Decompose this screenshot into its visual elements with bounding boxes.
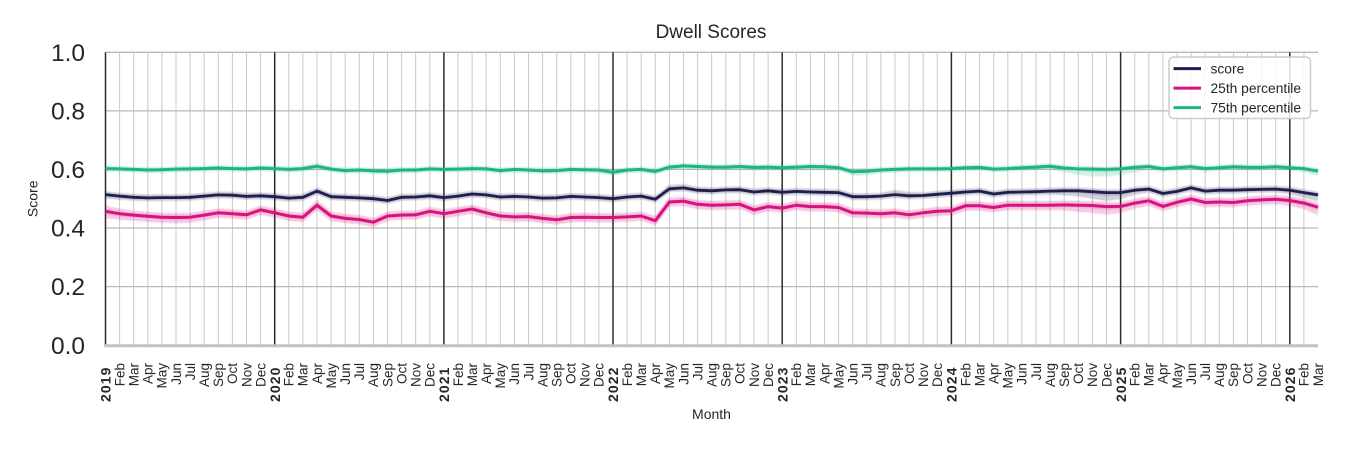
- svg-text:May: May: [831, 363, 846, 389]
- svg-text:Apr: Apr: [479, 363, 494, 385]
- svg-text:Jul: Jul: [183, 363, 198, 380]
- svg-text:Jun: Jun: [676, 363, 691, 385]
- svg-text:2024: 2024: [944, 367, 960, 403]
- svg-text:Feb: Feb: [789, 363, 804, 386]
- svg-text:Nov: Nov: [1254, 363, 1269, 387]
- svg-text:Mar: Mar: [465, 362, 480, 386]
- svg-text:Nov: Nov: [916, 363, 931, 387]
- svg-text:Dec: Dec: [423, 363, 438, 387]
- svg-text:May: May: [155, 363, 170, 389]
- svg-text:Feb: Feb: [1297, 363, 1312, 386]
- svg-text:Nov: Nov: [578, 363, 593, 387]
- svg-text:May: May: [493, 363, 508, 389]
- svg-text:Nov: Nov: [239, 363, 254, 387]
- svg-text:Apr: Apr: [817, 363, 832, 385]
- svg-text:Apr: Apr: [141, 363, 156, 385]
- svg-text:Dec: Dec: [761, 363, 776, 387]
- svg-text:Oct: Oct: [1071, 363, 1086, 384]
- svg-text:Apr: Apr: [310, 363, 325, 385]
- svg-text:Dec: Dec: [1269, 363, 1284, 387]
- svg-text:2020: 2020: [267, 367, 283, 403]
- svg-text:Jun: Jun: [1015, 363, 1030, 385]
- svg-text:Feb: Feb: [112, 363, 127, 386]
- svg-text:0.2: 0.2: [51, 274, 85, 301]
- svg-text:Score: Score: [25, 180, 41, 217]
- svg-text:Mar: Mar: [296, 362, 311, 386]
- svg-text:Mar: Mar: [634, 362, 649, 386]
- svg-text:Feb: Feb: [620, 363, 635, 386]
- svg-text:Aug: Aug: [874, 363, 889, 387]
- svg-text:Feb: Feb: [958, 363, 973, 386]
- svg-text:Sep: Sep: [1057, 363, 1072, 387]
- svg-text:2026: 2026: [1282, 367, 1298, 403]
- svg-text:Mar: Mar: [1311, 362, 1326, 386]
- svg-text:Aug: Aug: [535, 363, 550, 387]
- svg-text:Apr: Apr: [987, 363, 1002, 385]
- svg-text:Mar: Mar: [127, 362, 142, 386]
- svg-text:Mar: Mar: [803, 362, 818, 386]
- svg-text:May: May: [662, 363, 677, 389]
- svg-text:Oct: Oct: [733, 363, 748, 384]
- svg-text:25th percentile: 25th percentile: [1211, 81, 1302, 96]
- svg-text:Jul: Jul: [690, 363, 705, 380]
- svg-text:Jul: Jul: [1029, 363, 1044, 380]
- svg-text:Sep: Sep: [719, 363, 734, 387]
- svg-text:Dec: Dec: [253, 363, 268, 387]
- svg-text:May: May: [1170, 363, 1185, 389]
- svg-text:Oct: Oct: [394, 363, 409, 384]
- svg-text:Mar: Mar: [972, 362, 987, 386]
- svg-text:Jul: Jul: [521, 363, 536, 380]
- svg-text:2025: 2025: [1113, 367, 1129, 403]
- svg-text:Oct: Oct: [902, 363, 917, 384]
- svg-text:Jul: Jul: [860, 363, 875, 380]
- svg-text:2023: 2023: [774, 367, 790, 403]
- svg-text:Jul: Jul: [352, 363, 367, 380]
- svg-text:Nov: Nov: [409, 363, 424, 387]
- svg-text:Jul: Jul: [1198, 363, 1213, 380]
- svg-text:Sep: Sep: [380, 363, 395, 387]
- svg-text:1.0: 1.0: [51, 40, 85, 67]
- svg-text:Dec: Dec: [930, 363, 945, 387]
- svg-text:Aug: Aug: [1043, 363, 1058, 387]
- svg-text:2021: 2021: [436, 367, 452, 403]
- svg-text:0.8: 0.8: [51, 99, 85, 126]
- svg-text:Dec: Dec: [1099, 363, 1114, 387]
- svg-text:May: May: [324, 363, 339, 389]
- svg-text:Nov: Nov: [1085, 363, 1100, 387]
- svg-text:Dwell Scores: Dwell Scores: [656, 22, 767, 43]
- svg-text:Sep: Sep: [888, 363, 903, 387]
- svg-text:Month: Month: [692, 406, 731, 422]
- svg-text:Nov: Nov: [747, 363, 762, 387]
- svg-text:Mar: Mar: [1142, 362, 1157, 386]
- svg-text:Apr: Apr: [648, 363, 663, 385]
- svg-text:Jun: Jun: [1184, 363, 1199, 385]
- svg-text:Jun: Jun: [507, 363, 522, 385]
- svg-text:Sep: Sep: [550, 363, 565, 387]
- svg-text:Aug: Aug: [1212, 363, 1227, 387]
- svg-text:Dec: Dec: [592, 363, 607, 387]
- svg-text:May: May: [1001, 363, 1016, 389]
- svg-text:Apr: Apr: [1156, 363, 1171, 385]
- svg-text:Aug: Aug: [197, 363, 212, 387]
- svg-text:Sep: Sep: [1226, 363, 1241, 387]
- svg-text:Oct: Oct: [1240, 363, 1255, 384]
- svg-text:score: score: [1211, 61, 1245, 76]
- svg-text:2019: 2019: [98, 367, 114, 403]
- svg-text:0.4: 0.4: [51, 216, 85, 243]
- svg-text:Jun: Jun: [338, 363, 353, 385]
- svg-text:Jun: Jun: [169, 363, 184, 385]
- svg-text:Feb: Feb: [1128, 363, 1143, 386]
- svg-text:Jun: Jun: [846, 363, 861, 385]
- svg-text:2022: 2022: [605, 367, 621, 403]
- svg-text:Feb: Feb: [282, 363, 297, 386]
- svg-text:0.6: 0.6: [51, 157, 85, 184]
- svg-text:Aug: Aug: [366, 363, 381, 387]
- svg-text:Aug: Aug: [705, 363, 720, 387]
- svg-text:75th percentile: 75th percentile: [1211, 100, 1302, 115]
- svg-text:0.0: 0.0: [51, 333, 85, 360]
- svg-text:Oct: Oct: [225, 363, 240, 384]
- svg-text:Feb: Feb: [451, 363, 466, 386]
- svg-text:Oct: Oct: [564, 363, 579, 384]
- svg-text:Sep: Sep: [211, 363, 226, 387]
